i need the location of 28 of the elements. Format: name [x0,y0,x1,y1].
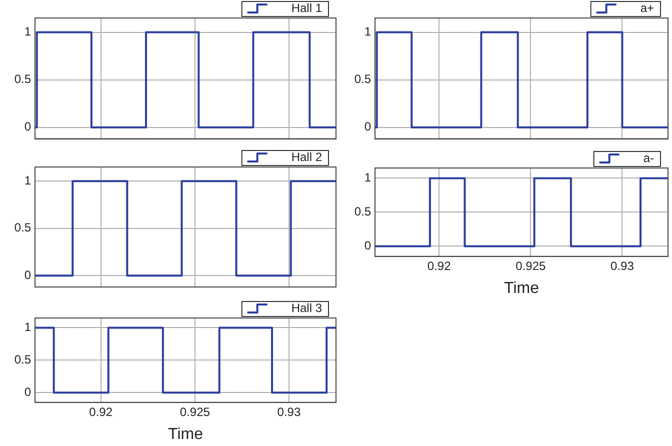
y-tick-label: 0.5 [354,72,372,86]
y-tick-label: 0.5 [14,352,32,367]
y-tick-label: 1 [24,320,32,334]
x-axis-title: Time [504,280,540,297]
legend-label: a+ [640,0,654,15]
x-tick-label: 0.925 [180,404,210,419]
y-tick-label: 0 [24,384,32,399]
x-tick-label: 0.925 [516,258,546,273]
x-tick-label: 0.93 [277,404,301,419]
y-tick-label: 0.5 [14,72,32,86]
legend-label: a- [643,150,654,165]
y-tick-label: 1 [24,173,32,188]
y-tick-label: 0 [24,120,32,134]
legend-label: Hall 3 [291,300,322,315]
x-axis-title: Time [168,426,204,443]
legend-label: Hall 2 [291,150,322,164]
x-tick-label: 0.93 [610,258,634,273]
x-tick-label: 0.92 [89,404,113,419]
y-tick-label: 1 [364,170,372,185]
y-tick-label: 0.5 [14,220,32,235]
x-tick-label: 0.92 [427,258,452,273]
y-tick-label: 1 [364,24,372,39]
y-tick-label: 0.5 [354,204,372,219]
y-tick-label: 0 [24,268,32,282]
y-tick-label: 1 [24,24,32,39]
y-tick-label: 0 [364,238,372,253]
legend-label: Hall 1 [291,0,322,15]
y-tick-label: 0 [364,120,372,134]
